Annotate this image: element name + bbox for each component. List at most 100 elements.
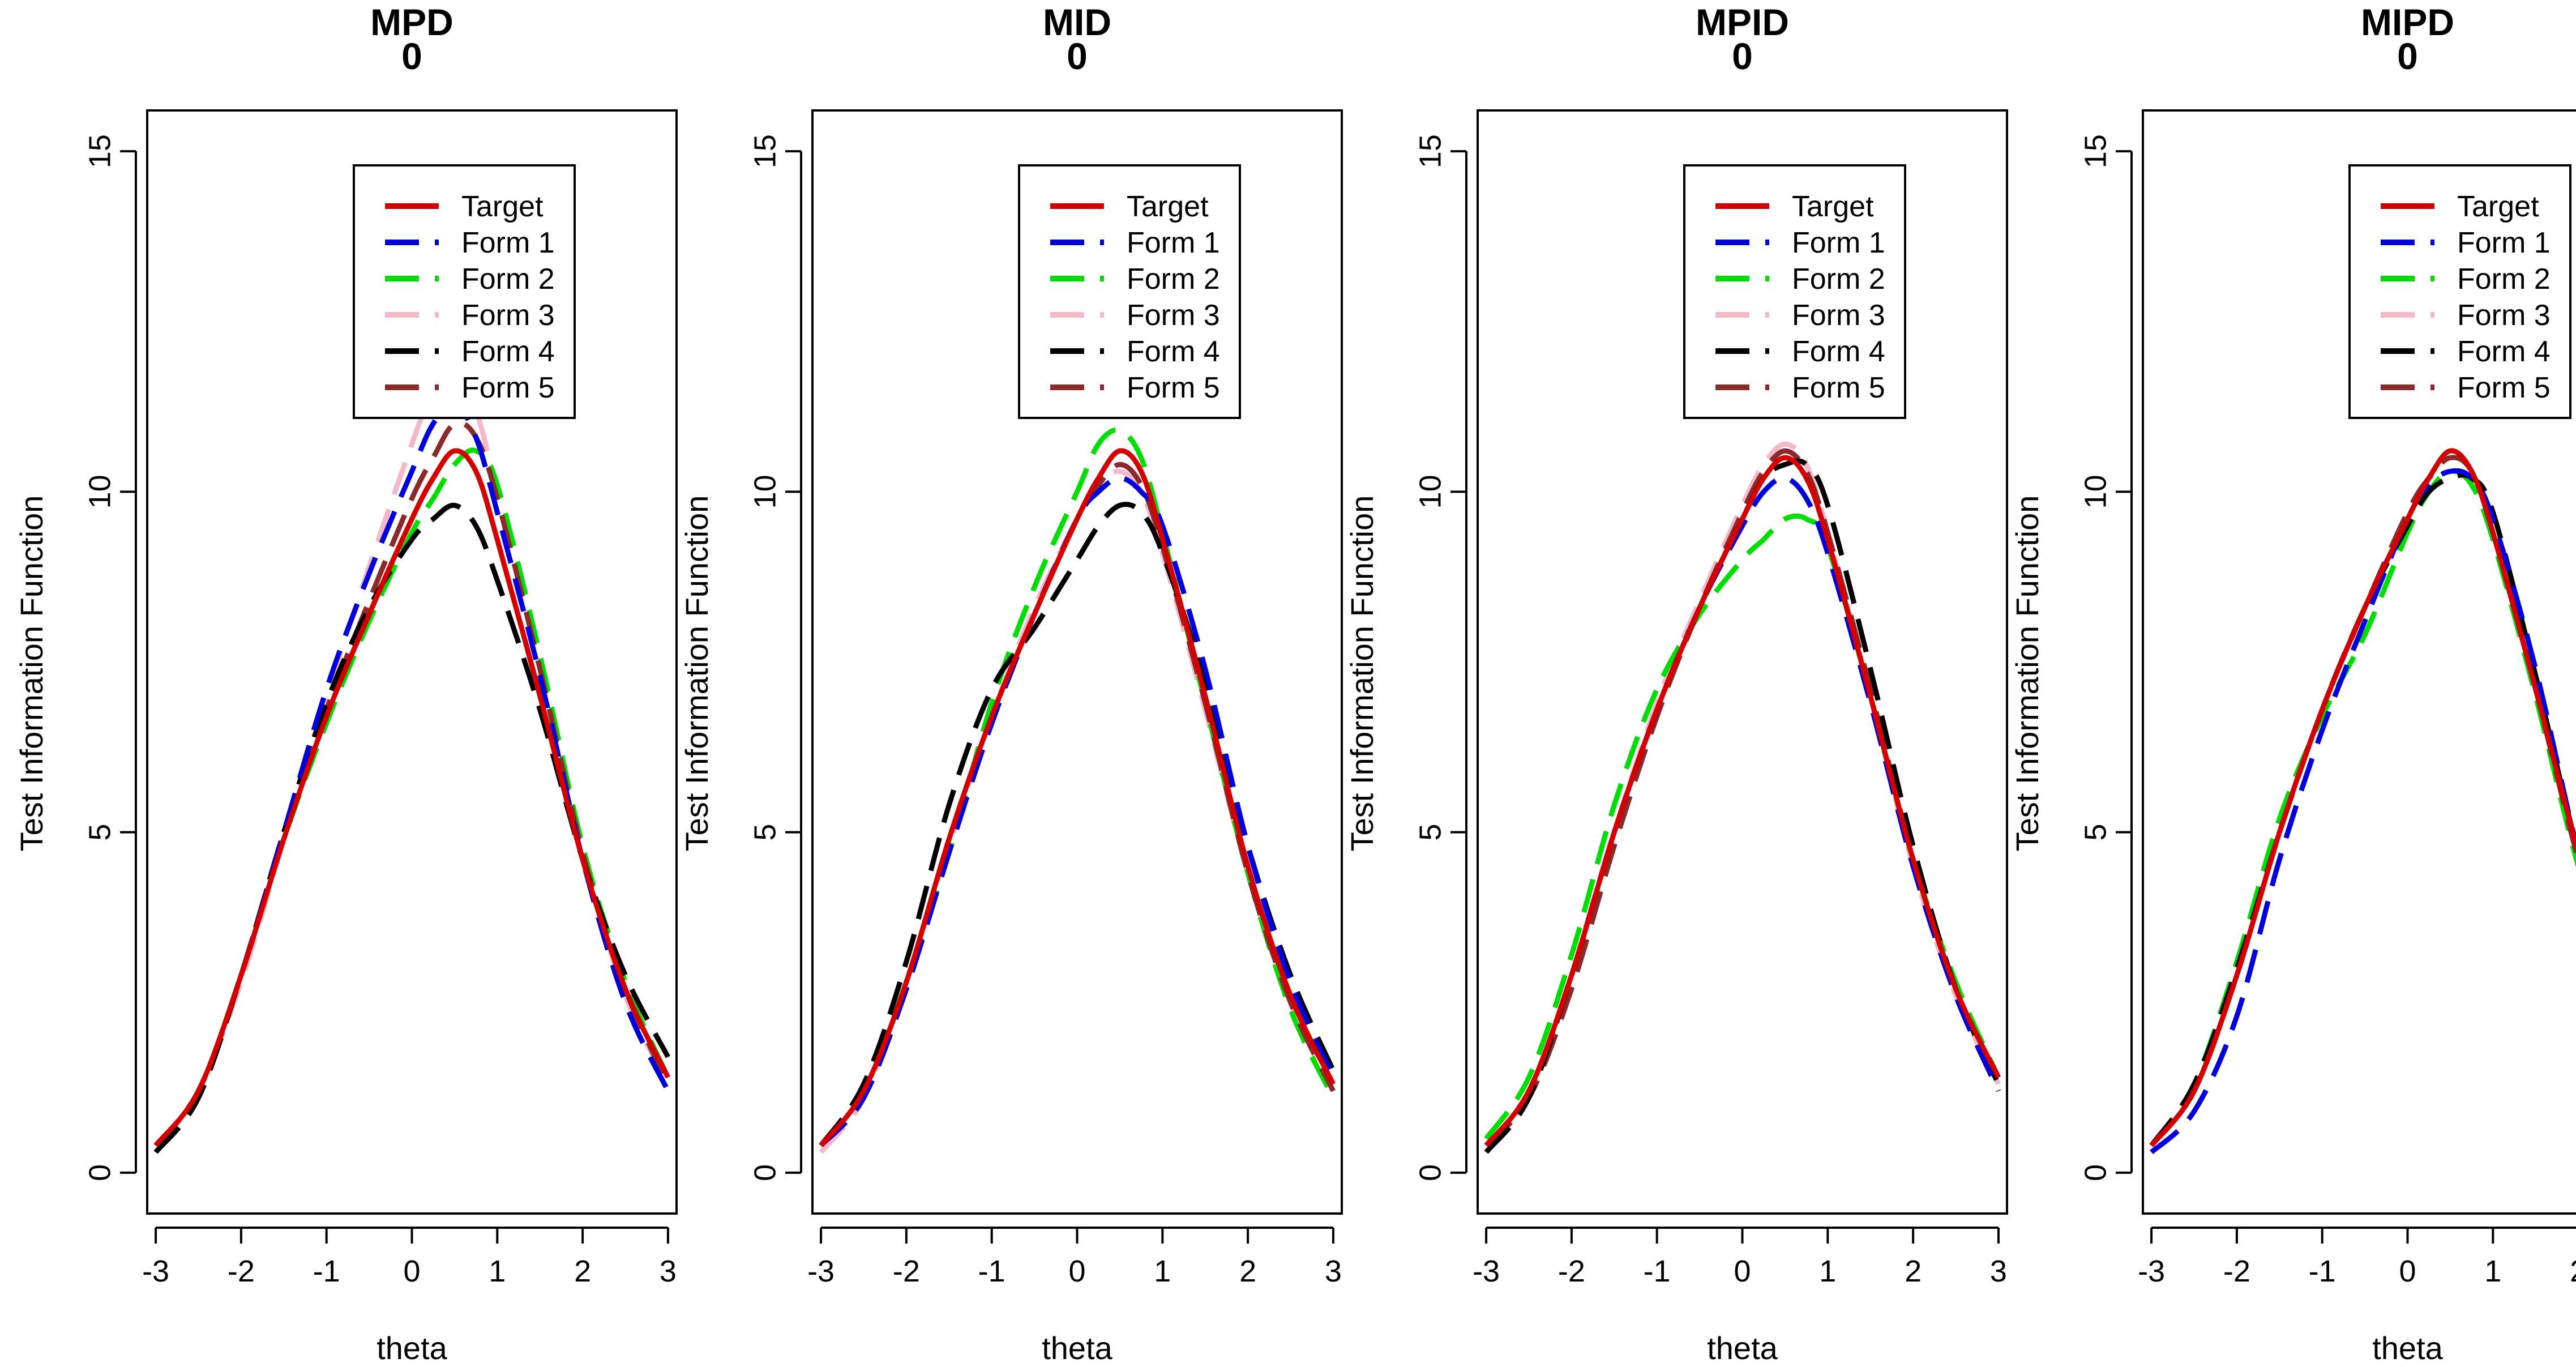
series-line-form-5 xyxy=(1484,448,2001,1147)
y-tick-label: 10 xyxy=(1413,475,1447,509)
legend-label: Form 2 xyxy=(1127,263,1220,296)
legend-label: Target xyxy=(461,190,544,223)
y-tick-label: 0 xyxy=(1413,1164,1447,1181)
y-tick-label: 5 xyxy=(1413,824,1447,841)
x-tick-label: 0 xyxy=(2399,1254,2416,1288)
series-line-form-3 xyxy=(153,366,670,1147)
legend-label: Form 3 xyxy=(1127,299,1220,332)
legend-label: Form 1 xyxy=(2457,227,2551,259)
y-axis-label: Test Information Function xyxy=(14,495,49,852)
y-tick-label: 15 xyxy=(2078,134,2112,168)
x-tick-label: -1 xyxy=(978,1254,1005,1288)
y-tick-label: 5 xyxy=(748,824,782,841)
x-tick-label: -2 xyxy=(2223,1254,2250,1288)
y-tick-label: 0 xyxy=(2078,1164,2112,1181)
x-tick-label: -3 xyxy=(1473,1254,1500,1288)
x-axis-label: theta xyxy=(376,1330,447,1366)
x-tick-label: -3 xyxy=(2138,1254,2165,1288)
panel-title: MPD xyxy=(370,1,453,43)
x-tick-label: 0 xyxy=(1068,1254,1085,1288)
x-tick-label: 0 xyxy=(403,1254,420,1288)
series-line-form-5 xyxy=(819,462,1336,1147)
legend-label: Form 4 xyxy=(461,335,555,368)
legend-label: Form 1 xyxy=(1792,227,1885,259)
series-line-target xyxy=(153,448,670,1147)
x-tick-label: 1 xyxy=(1819,1254,1836,1288)
legend-label: Form 2 xyxy=(1792,263,1885,296)
x-tick-label: 2 xyxy=(1239,1254,1256,1288)
legend-label: Form 4 xyxy=(2457,335,2551,368)
x-tick-label: -2 xyxy=(1558,1254,1585,1288)
series-line-form-1 xyxy=(819,475,1336,1147)
legend-box xyxy=(353,164,576,419)
y-axis-label: Test Information Function xyxy=(2009,495,2045,852)
panel-title: MID xyxy=(1043,1,1111,43)
legend-label: Form 1 xyxy=(1127,227,1220,259)
legend-label: Target xyxy=(1792,190,1874,223)
series-line-form-4 xyxy=(153,502,670,1154)
legend-label: Form 3 xyxy=(1792,299,1885,332)
y-tick-label: 0 xyxy=(748,1164,782,1181)
x-tick-label: 3 xyxy=(1990,1254,2007,1288)
y-axis-label: Test Information Function xyxy=(679,495,714,852)
x-axis-label: theta xyxy=(1707,1330,1778,1366)
legend-label: Form 2 xyxy=(461,263,555,296)
x-tick-label: 1 xyxy=(1154,1254,1171,1288)
legend-label: Form 3 xyxy=(461,299,555,332)
x-tick-label: -1 xyxy=(313,1254,340,1288)
x-tick-label: 2 xyxy=(574,1254,591,1288)
y-tick-label: 15 xyxy=(83,134,117,168)
series-line-target xyxy=(2149,448,2576,1147)
legend-label: Form 2 xyxy=(2457,263,2551,296)
series-line-form-1 xyxy=(1484,475,2001,1147)
legend-label: Form 5 xyxy=(1127,371,1220,404)
panel-subtitle: 0 xyxy=(1732,35,1753,77)
y-tick-label: 10 xyxy=(748,475,782,509)
series-line-form-4 xyxy=(1484,458,2001,1154)
legend-label: Target xyxy=(2457,190,2539,223)
y-tick-label: 10 xyxy=(83,475,117,509)
panel-title: MPID xyxy=(1696,1,1789,43)
x-tick-label: -2 xyxy=(228,1254,255,1288)
plot-frame xyxy=(811,109,1343,1215)
legend-label: Form 3 xyxy=(2457,299,2551,332)
x-tick-label: -3 xyxy=(142,1254,169,1288)
x-tick-label: -2 xyxy=(893,1254,920,1288)
legend-box xyxy=(1683,164,1906,419)
legend-label: Form 5 xyxy=(1792,371,1885,404)
y-tick-label: 5 xyxy=(2078,824,2112,841)
x-axis-label: theta xyxy=(1042,1330,1112,1366)
panel-subtitle: 0 xyxy=(2397,35,2418,77)
legend-label: Form 5 xyxy=(2457,371,2551,404)
panel-title: MIPD xyxy=(2361,1,2454,43)
y-tick-label: 15 xyxy=(1413,134,1447,168)
x-tick-label: 3 xyxy=(1325,1254,1342,1288)
legend-label: Target xyxy=(1127,190,1209,223)
series-line-form-2 xyxy=(1484,513,2001,1140)
panel-subtitle: 0 xyxy=(1067,35,1088,77)
series-line-form-1 xyxy=(2149,468,2576,1155)
series-line-target xyxy=(819,448,1336,1147)
x-tick-label: -1 xyxy=(2309,1254,2336,1288)
y-tick-label: 10 xyxy=(2078,475,2112,509)
x-tick-label: 1 xyxy=(2484,1254,2501,1288)
series-line-target xyxy=(1484,455,2001,1147)
x-tick-label: 2 xyxy=(2570,1254,2576,1288)
legend-label: Form 5 xyxy=(461,371,555,404)
y-tick-label: 5 xyxy=(83,824,117,841)
x-tick-label: 0 xyxy=(1734,1254,1751,1288)
series-line-form-3 xyxy=(1484,441,2001,1147)
series-line-form-4 xyxy=(819,502,1336,1147)
x-tick-label: 3 xyxy=(660,1254,677,1288)
series-line-form-2 xyxy=(153,447,671,1147)
y-tick-label: 15 xyxy=(748,134,782,168)
legend-label: Form 4 xyxy=(1792,335,1885,368)
legend-label: Form 4 xyxy=(1127,335,1220,368)
panel-subtitle: 0 xyxy=(401,35,422,77)
y-tick-label: 0 xyxy=(83,1164,117,1181)
x-tick-label: 1 xyxy=(489,1254,506,1288)
